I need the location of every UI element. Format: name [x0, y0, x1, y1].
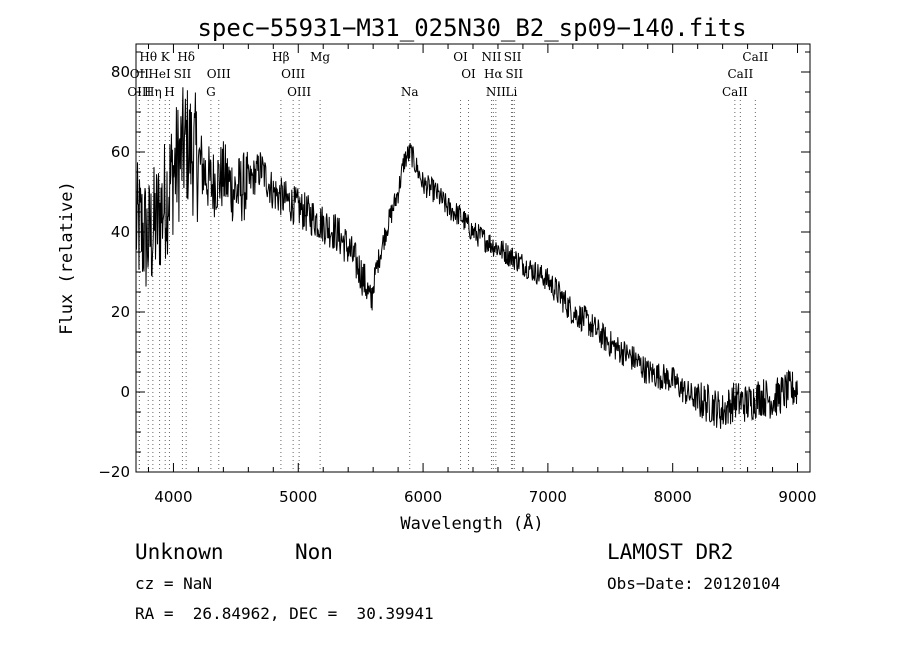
- y-tick-label: 80: [111, 63, 130, 81]
- redshift-cz: cz = NaN: [135, 574, 213, 593]
- spectrum-series: [135, 87, 798, 429]
- x-tick-label: 7000: [529, 488, 567, 506]
- spectral-line-label: Hθ: [139, 50, 157, 64]
- chart-title: spec−55931−M31_025N30_B2_sp09−140.fits: [197, 14, 746, 42]
- spectral-line-label: Hη: [144, 85, 162, 99]
- spectral-line-label: NII: [486, 85, 506, 99]
- x-tick-label: 5000: [279, 488, 317, 506]
- obs-date: Obs−Date: 20120104: [607, 574, 781, 593]
- spectral-line-label: CaII: [727, 67, 753, 81]
- y-tick-label: 40: [111, 223, 130, 241]
- spectral-line-label: NII: [481, 50, 501, 64]
- x-tick-label: 4000: [154, 488, 192, 506]
- axes: 4000 5000 6000 7000 8000 9000 −20 0 20 40 60 80: [98, 43, 817, 506]
- spectral-line-label: K: [161, 50, 171, 64]
- y-tick-label: 20: [111, 303, 130, 321]
- spectral-line-label: Hα: [484, 67, 503, 81]
- spectral-line-label: Mg: [310, 50, 330, 64]
- spectral-line-label: CaII: [722, 85, 748, 99]
- spectral-line-label: H: [164, 85, 174, 99]
- y-tick-label: −20: [98, 463, 130, 481]
- spectral-line-label: G: [206, 85, 216, 99]
- subclass: Non: [295, 540, 333, 564]
- spectral-line-label: Hβ: [272, 50, 289, 64]
- spectral-line-label: HeI: [148, 67, 171, 81]
- y-tick-label: 0: [120, 383, 130, 401]
- coordinates: RA = 26.84962, DEC = 30.39941: [135, 604, 434, 623]
- survey-label: LAMOST DR2: [607, 540, 734, 564]
- spectral-line-label: OI: [453, 50, 468, 64]
- spectral-line-label: Na: [401, 85, 419, 99]
- spectral-line-label: OI: [461, 67, 476, 81]
- spectral-line-label: OIII: [207, 67, 231, 81]
- spectral-line-label: SII: [174, 67, 192, 81]
- spectral-line-label: OIII: [281, 67, 305, 81]
- spectrum-line: [135, 87, 798, 429]
- spectral-line-label: Li: [506, 85, 518, 99]
- y-tick-label: 60: [111, 143, 130, 161]
- y-axis-label: Flux (relative): [57, 181, 77, 335]
- x-tick-label: 9000: [778, 488, 816, 506]
- spectral-line-label: OII: [130, 67, 150, 81]
- x-tick-label: 8000: [654, 488, 692, 506]
- object-type: Unknown: [135, 540, 224, 564]
- spectral-line-label: SII: [504, 50, 522, 64]
- spectral-line-label: OIII: [287, 85, 311, 99]
- spectral-line-label: CaII: [742, 50, 768, 64]
- spectral-line-label: Hδ: [177, 50, 195, 64]
- x-axis-label: Wavelength (Å): [400, 512, 543, 534]
- x-tick-label: 6000: [404, 488, 442, 506]
- spectral-line-label: SII: [505, 67, 523, 81]
